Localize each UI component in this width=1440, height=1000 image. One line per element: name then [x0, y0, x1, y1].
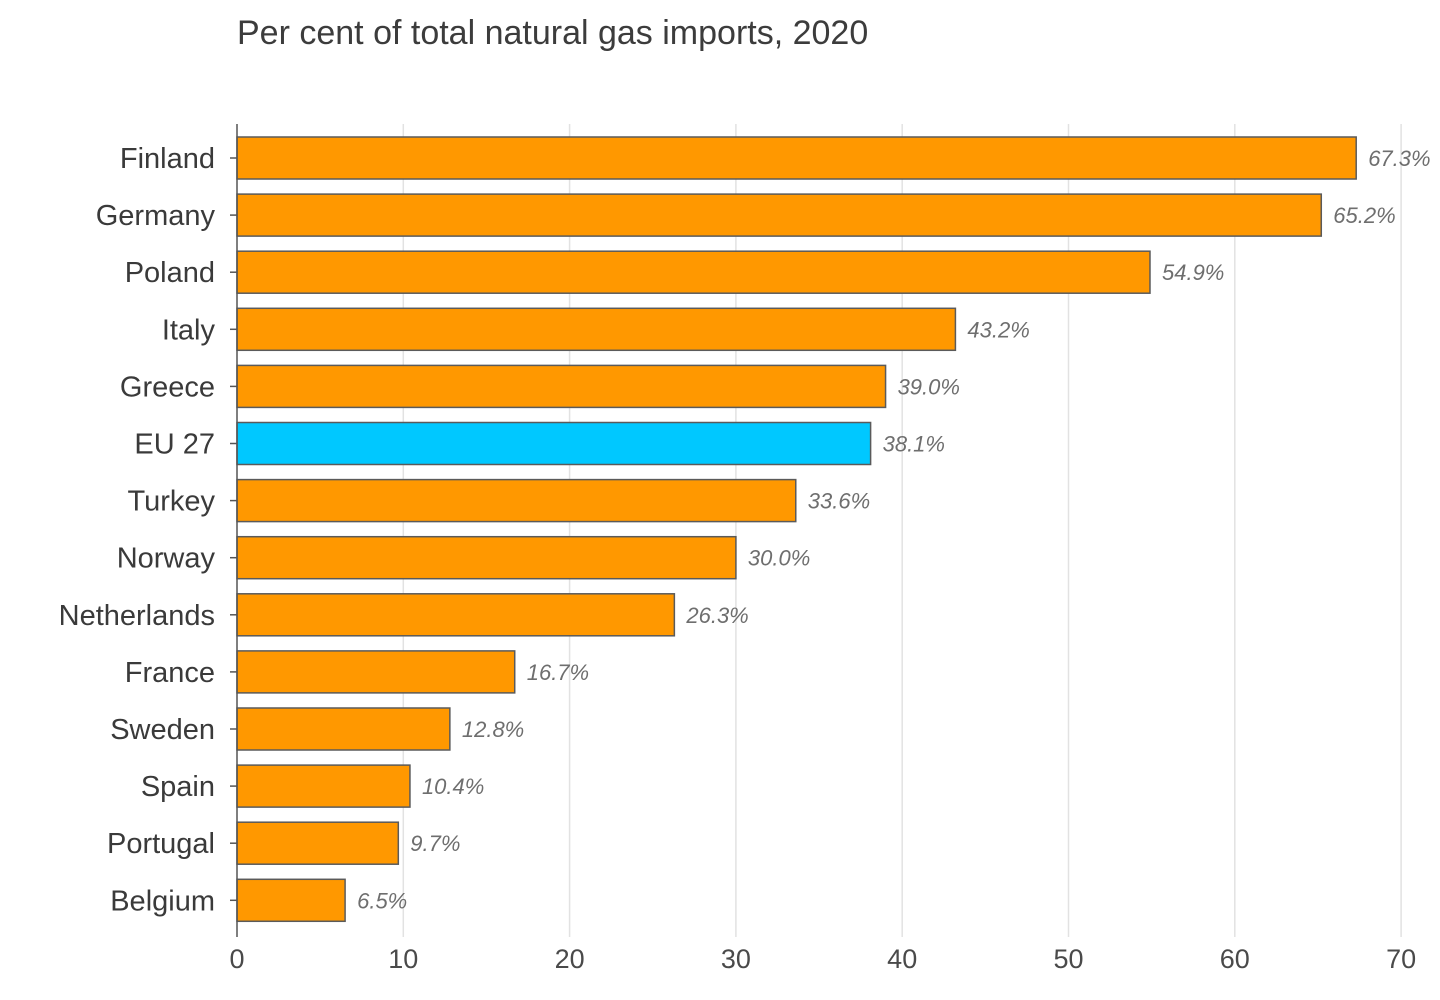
- category-label: Germany: [96, 200, 216, 232]
- bar-poland: [236, 250, 1151, 294]
- bar-spain: [236, 764, 411, 808]
- value-label: 12.8%: [462, 717, 524, 742]
- bar-eu-27: [236, 421, 872, 466]
- value-label: 67.3%: [1368, 146, 1430, 171]
- x-tick-label: 0: [229, 944, 244, 974]
- chart-subtitle: Per cent of total natural gas imports, 2…: [237, 14, 869, 52]
- bar-france: [236, 650, 516, 694]
- bar-belgium: [236, 878, 346, 923]
- category-label: Turkey: [127, 486, 215, 518]
- value-label: 43.2%: [967, 317, 1029, 342]
- category-label: Finland: [120, 143, 215, 175]
- bar-norway: [236, 535, 737, 580]
- bar-finland: [236, 136, 1357, 180]
- value-label: 30.0%: [748, 546, 810, 571]
- value-label: 16.7%: [527, 660, 589, 685]
- bar-turkey: [236, 478, 797, 523]
- category-label: Greece: [120, 371, 215, 403]
- category-label: Portugal: [107, 828, 215, 860]
- category-label: Poland: [125, 257, 215, 289]
- value-label: 38.1%: [883, 432, 945, 457]
- value-label: 54.9%: [1162, 260, 1224, 285]
- x-tick-label: 60: [1220, 944, 1250, 974]
- y-axis: [230, 124, 238, 937]
- value-label: 10.4%: [422, 774, 484, 799]
- value-label: 9.7%: [410, 831, 460, 856]
- category-label: Sweden: [110, 714, 215, 746]
- bars: [236, 136, 1357, 923]
- x-tick-label: 50: [1053, 944, 1083, 974]
- category-label: EU 27: [134, 429, 215, 461]
- category-label: Italy: [162, 314, 216, 346]
- value-label: 33.6%: [808, 489, 870, 514]
- x-tick-label: 20: [555, 944, 585, 974]
- bar-portugal: [236, 821, 400, 865]
- x-tick-label: 10: [388, 944, 418, 974]
- category-label: Spain: [141, 771, 215, 803]
- category-label: Norway: [117, 543, 216, 575]
- x-tick-label: 30: [721, 944, 751, 974]
- value-label: 26.3%: [685, 603, 748, 628]
- x-tick-label: 40: [887, 944, 917, 974]
- value-label: 39.0%: [898, 374, 960, 399]
- bar-sweden: [236, 707, 451, 751]
- category-label: Netherlands: [59, 600, 215, 632]
- x-axis-tick-labels: 0 10 20 30 40 50 60 70: [229, 944, 1416, 974]
- bar-italy: [236, 307, 957, 352]
- category-label: Belgium: [110, 885, 215, 917]
- x-tick-label: 70: [1386, 944, 1416, 974]
- value-label: 6.5%: [357, 888, 407, 913]
- bar-greece: [236, 364, 887, 409]
- value-label: 65.2%: [1333, 203, 1395, 228]
- value-labels: 67.3% 65.2% 54.9% 43.2% 39.0% 38.1% 33.6% 30.0%…: [357, 146, 1430, 913]
- category-label: France: [125, 657, 215, 689]
- bar-netherlands: [236, 593, 676, 637]
- gridlines: [402, 124, 1402, 937]
- bar-germany: [236, 193, 1323, 237]
- category-labels: Finland Germany Poland Italy Greece EU 27 Turk…: [59, 143, 216, 917]
